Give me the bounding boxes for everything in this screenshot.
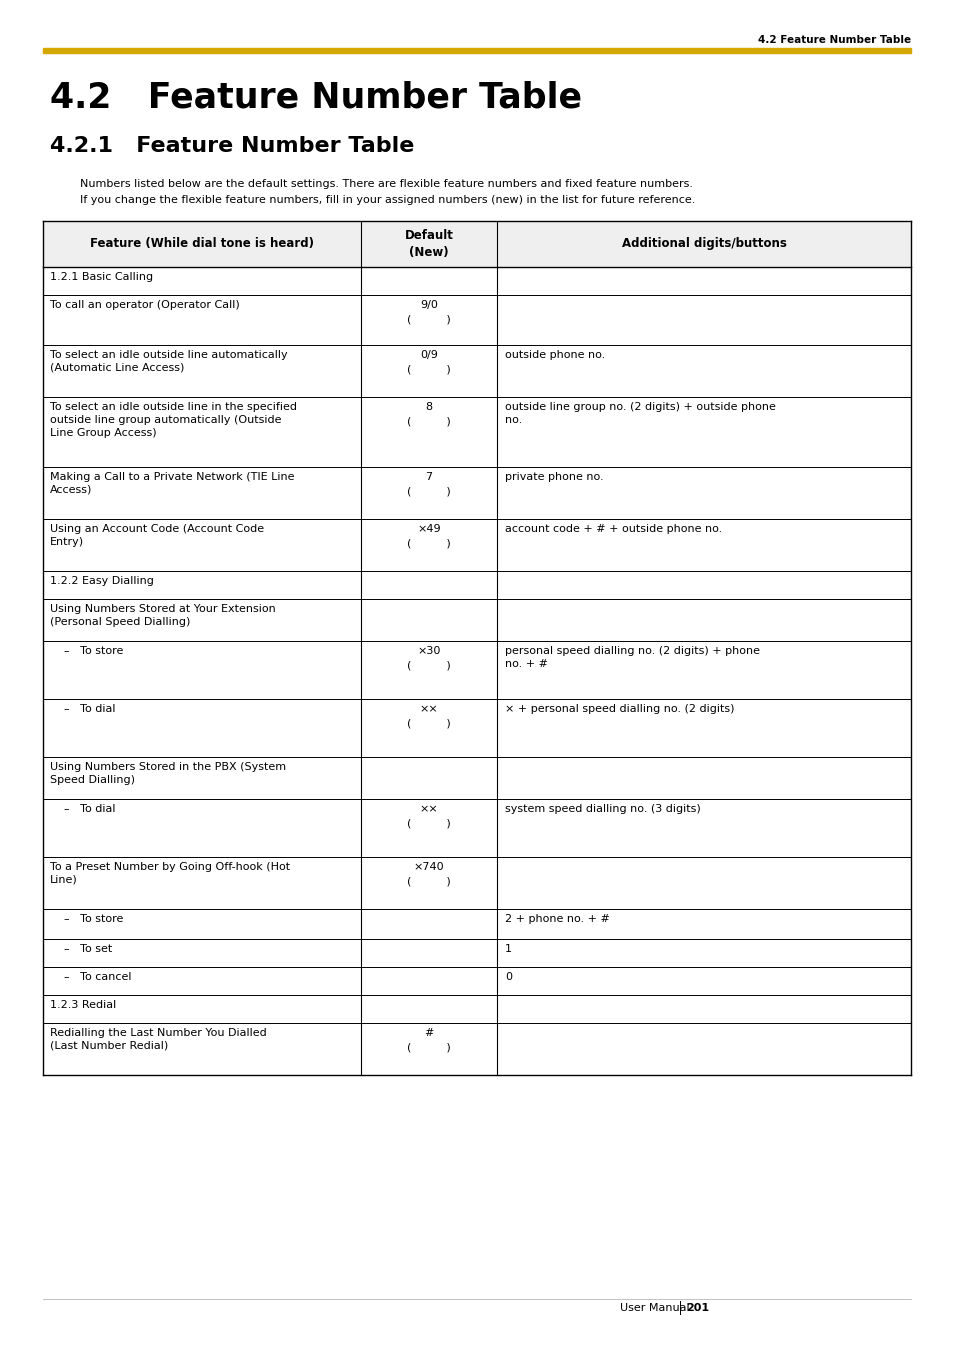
Text: ×740
(          ): ×740 ( )	[407, 862, 451, 886]
Text: Using Numbers Stored in the PBX (System
Speed Dialling): Using Numbers Stored in the PBX (System …	[50, 762, 286, 785]
Text: Additional digits/buttons: Additional digits/buttons	[621, 238, 785, 250]
Text: outside phone no.: outside phone no.	[504, 350, 604, 359]
Text: To call an operator (Operator Call): To call an operator (Operator Call)	[50, 300, 239, 309]
Text: 4.2.1   Feature Number Table: 4.2.1 Feature Number Table	[50, 136, 414, 155]
Text: 0: 0	[504, 971, 512, 982]
Text: Numbers listed below are the default settings. There are flexible feature number: Numbers listed below are the default set…	[80, 178, 692, 189]
Text: 4.2 Feature Number Table: 4.2 Feature Number Table	[757, 35, 910, 45]
Text: Feature (While dial tone is heard): Feature (While dial tone is heard)	[90, 238, 314, 250]
Text: –   To store: – To store	[50, 646, 123, 657]
Text: –   To dial: – To dial	[50, 704, 115, 713]
Text: system speed dialling no. (3 digits): system speed dialling no. (3 digits)	[504, 804, 700, 815]
Bar	[679, 1301, 680, 1315]
Text: outside line group no. (2 digits) + outside phone
no.: outside line group no. (2 digits) + outs…	[504, 403, 775, 424]
Text: account code + # + outside phone no.: account code + # + outside phone no.	[504, 524, 721, 534]
Text: Default
(New): Default (New)	[404, 230, 453, 259]
Text: 1.2.1 Basic Calling: 1.2.1 Basic Calling	[50, 272, 153, 282]
Text: private phone no.: private phone no.	[504, 471, 603, 482]
Text: ×49
(          ): ×49 ( )	[407, 524, 451, 549]
Text: ××
(          ): ×× ( )	[407, 804, 451, 828]
Text: 201: 201	[685, 1302, 708, 1313]
Text: –   To store: – To store	[50, 915, 123, 924]
Text: –   To set: – To set	[50, 944, 112, 954]
Text: ×30
(          ): ×30 ( )	[407, 646, 451, 671]
Text: Using Numbers Stored at Your Extension
(Personal Speed Dialling): Using Numbers Stored at Your Extension (…	[50, 604, 275, 627]
Text: 2 + phone no. + #: 2 + phone no. + #	[504, 915, 609, 924]
Text: personal speed dialling no. (2 digits) + phone
no. + #: personal speed dialling no. (2 digits) +…	[504, 646, 760, 669]
Text: Making a Call to a Private Network (TIE Line
Access): Making a Call to a Private Network (TIE …	[50, 471, 294, 494]
Text: 9/0
(          ): 9/0 ( )	[407, 300, 451, 324]
Text: 0/9
(          ): 0/9 ( )	[407, 350, 451, 374]
Text: Redialling the Last Number You Dialled
(Last Number Redial): Redialling the Last Number You Dialled (…	[50, 1028, 267, 1051]
Text: To a Preset Number by Going Off-hook (Hot
Line): To a Preset Number by Going Off-hook (Ho…	[50, 862, 290, 885]
Text: Using an Account Code (Account Code
Entry): Using an Account Code (Account Code Entr…	[50, 524, 264, 547]
Text: If you change the flexible feature numbers, fill in your assigned numbers (new) : If you change the flexible feature numbe…	[80, 195, 695, 205]
Text: × + personal speed dialling no. (2 digits): × + personal speed dialling no. (2 digit…	[504, 704, 734, 713]
Text: ××
(          ): ×× ( )	[407, 704, 451, 728]
Text: #
(          ): # ( )	[407, 1028, 451, 1052]
Text: 4.2   Feature Number Table: 4.2 Feature Number Table	[50, 81, 581, 115]
Text: To select an idle outside line automatically
(Automatic Line Access): To select an idle outside line automatic…	[50, 350, 287, 373]
Text: –   To cancel: – To cancel	[50, 971, 132, 982]
Bar	[43, 222, 910, 267]
Text: –   To dial: – To dial	[50, 804, 115, 815]
Text: 1.2.3 Redial: 1.2.3 Redial	[50, 1000, 116, 1011]
Text: To select an idle outside line in the specified
outside line group automatically: To select an idle outside line in the sp…	[50, 403, 296, 438]
Text: 1: 1	[504, 944, 512, 954]
Text: 7
(          ): 7 ( )	[407, 471, 451, 497]
Bar	[43, 49, 910, 53]
Text: 8
(          ): 8 ( )	[407, 403, 451, 427]
Text: User Manual: User Manual	[619, 1302, 689, 1313]
Text: 1.2.2 Easy Dialling: 1.2.2 Easy Dialling	[50, 576, 153, 586]
